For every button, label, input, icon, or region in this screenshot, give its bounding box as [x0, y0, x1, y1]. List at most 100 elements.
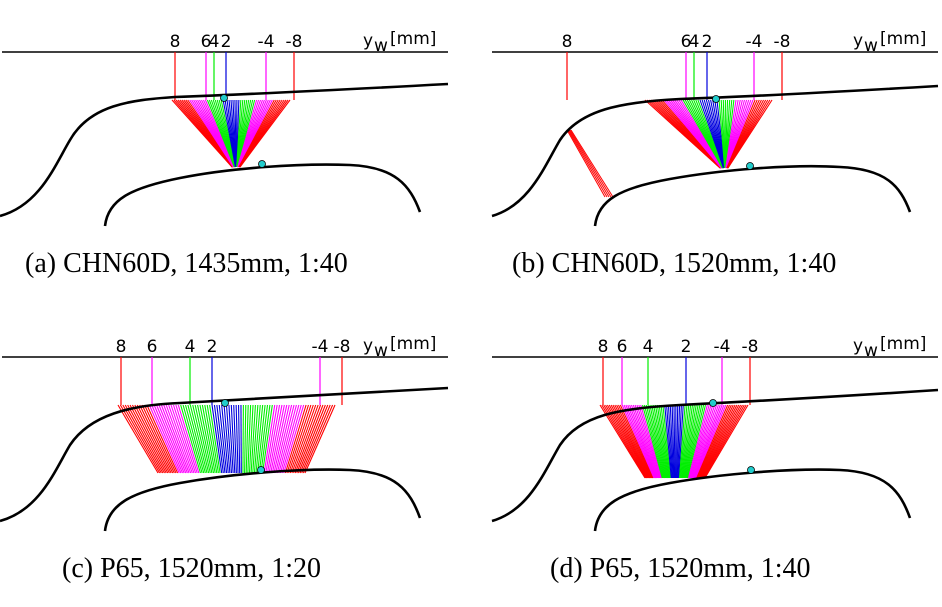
- contact-line: [693, 404, 723, 479]
- axis-label: y: [853, 31, 863, 51]
- contact-line: [605, 404, 648, 479]
- contact-line: [667, 404, 674, 479]
- tick-label: -8: [742, 337, 759, 357]
- tick-label: 8: [598, 337, 609, 357]
- contact-line: [263, 404, 276, 474]
- tick-label: 4: [689, 32, 700, 52]
- contact-line: [221, 404, 229, 474]
- wheel-profile: [0, 82, 449, 218]
- axis-label: y: [363, 31, 373, 51]
- contact-line: [651, 404, 667, 479]
- contact-line: [270, 404, 285, 474]
- contact-line: [654, 404, 669, 479]
- contact-line: [696, 404, 729, 479]
- contact-line: [629, 404, 658, 479]
- contact-line: [680, 404, 690, 479]
- tick-label: 2: [681, 337, 692, 357]
- contact-line: [273, 404, 290, 474]
- contact-point-marker: [747, 466, 755, 474]
- contact-line: [245, 404, 249, 474]
- contact-line: [225, 404, 233, 474]
- contact-line: [630, 404, 659, 479]
- tick-label: 8: [116, 337, 127, 357]
- contact-line: [177, 404, 200, 474]
- contact-line: [122, 404, 162, 474]
- contact-line: [286, 404, 310, 474]
- contact-line: [685, 404, 703, 479]
- contact-line: [698, 404, 734, 479]
- contact-line: [228, 404, 234, 474]
- wheel-profile: [491, 388, 939, 523]
- contact-line: [146, 404, 179, 474]
- contact-line: [117, 404, 159, 474]
- contact-line: [297, 404, 326, 474]
- contact-line: [304, 404, 336, 474]
- contact-line: [248, 404, 254, 474]
- contact-line: [144, 404, 177, 474]
- contact-line: [271, 404, 288, 474]
- axis-label-sub: w: [374, 341, 388, 361]
- contact-line: [684, 404, 699, 479]
- contact-line: [653, 404, 668, 479]
- contact-line: [703, 404, 747, 479]
- contact-line: [182, 404, 203, 474]
- contact-line: [664, 404, 672, 479]
- contact-line: [690, 404, 716, 479]
- contact-line: [172, 404, 197, 474]
- contact-line: [213, 404, 224, 474]
- contact-line: [197, 404, 213, 474]
- contact-line: [278, 404, 297, 474]
- contact-line: [658, 404, 670, 479]
- contact-line: [625, 404, 657, 479]
- contact-line: [567, 129, 608, 198]
- contact-line: [610, 404, 650, 479]
- contact-line: [699, 404, 736, 479]
- contact-line: [634, 404, 660, 479]
- caption-a: (a) CHN60D, 1435mm, 1:40: [25, 248, 348, 279]
- contact-line: [688, 404, 710, 479]
- contact-line: [643, 404, 664, 479]
- contact-line: [701, 404, 742, 479]
- contact-line: [632, 404, 660, 479]
- contact-line: [642, 404, 663, 479]
- contact-line: [686, 404, 705, 479]
- contact-line: [258, 404, 269, 474]
- contact-line: [640, 404, 663, 479]
- contact-point-marker: [257, 466, 265, 474]
- contact-line: [160, 404, 188, 474]
- tick-label: -4: [714, 337, 731, 357]
- contact-line: [257, 404, 266, 474]
- tick-label: 4: [209, 32, 220, 52]
- contact-line: [175, 404, 198, 474]
- contact-line: [690, 404, 714, 479]
- contact-line: [141, 404, 175, 474]
- contact-line: [204, 404, 218, 474]
- contact-point-marker: [746, 162, 754, 170]
- contact-line: [158, 404, 187, 474]
- contact-line: [223, 404, 231, 474]
- rail-profile: [103, 163, 422, 227]
- contact-line: [601, 404, 647, 479]
- contact-line: [139, 404, 174, 474]
- contact-line: [289, 404, 314, 474]
- contact-line: [645, 404, 665, 479]
- axis-label-sub: w: [864, 36, 878, 56]
- contact-line: [623, 404, 656, 479]
- contact-line: [676, 404, 681, 479]
- contact-line: [678, 404, 684, 479]
- contact-line: [566, 129, 606, 198]
- contact-line: [170, 404, 195, 474]
- contact-line: [649, 404, 666, 479]
- tick-label: 6: [201, 32, 212, 52]
- contact-line: [568, 129, 610, 198]
- contact-line: [301, 404, 331, 474]
- tick-label: -4: [258, 32, 275, 52]
- contact-line: [299, 404, 329, 474]
- contact-line: [281, 404, 302, 474]
- contact-line: [288, 404, 312, 474]
- wheel-profile: [0, 386, 449, 523]
- contact-line: [187, 404, 206, 474]
- contact-line: [284, 404, 307, 474]
- tick-label: -8: [286, 32, 303, 52]
